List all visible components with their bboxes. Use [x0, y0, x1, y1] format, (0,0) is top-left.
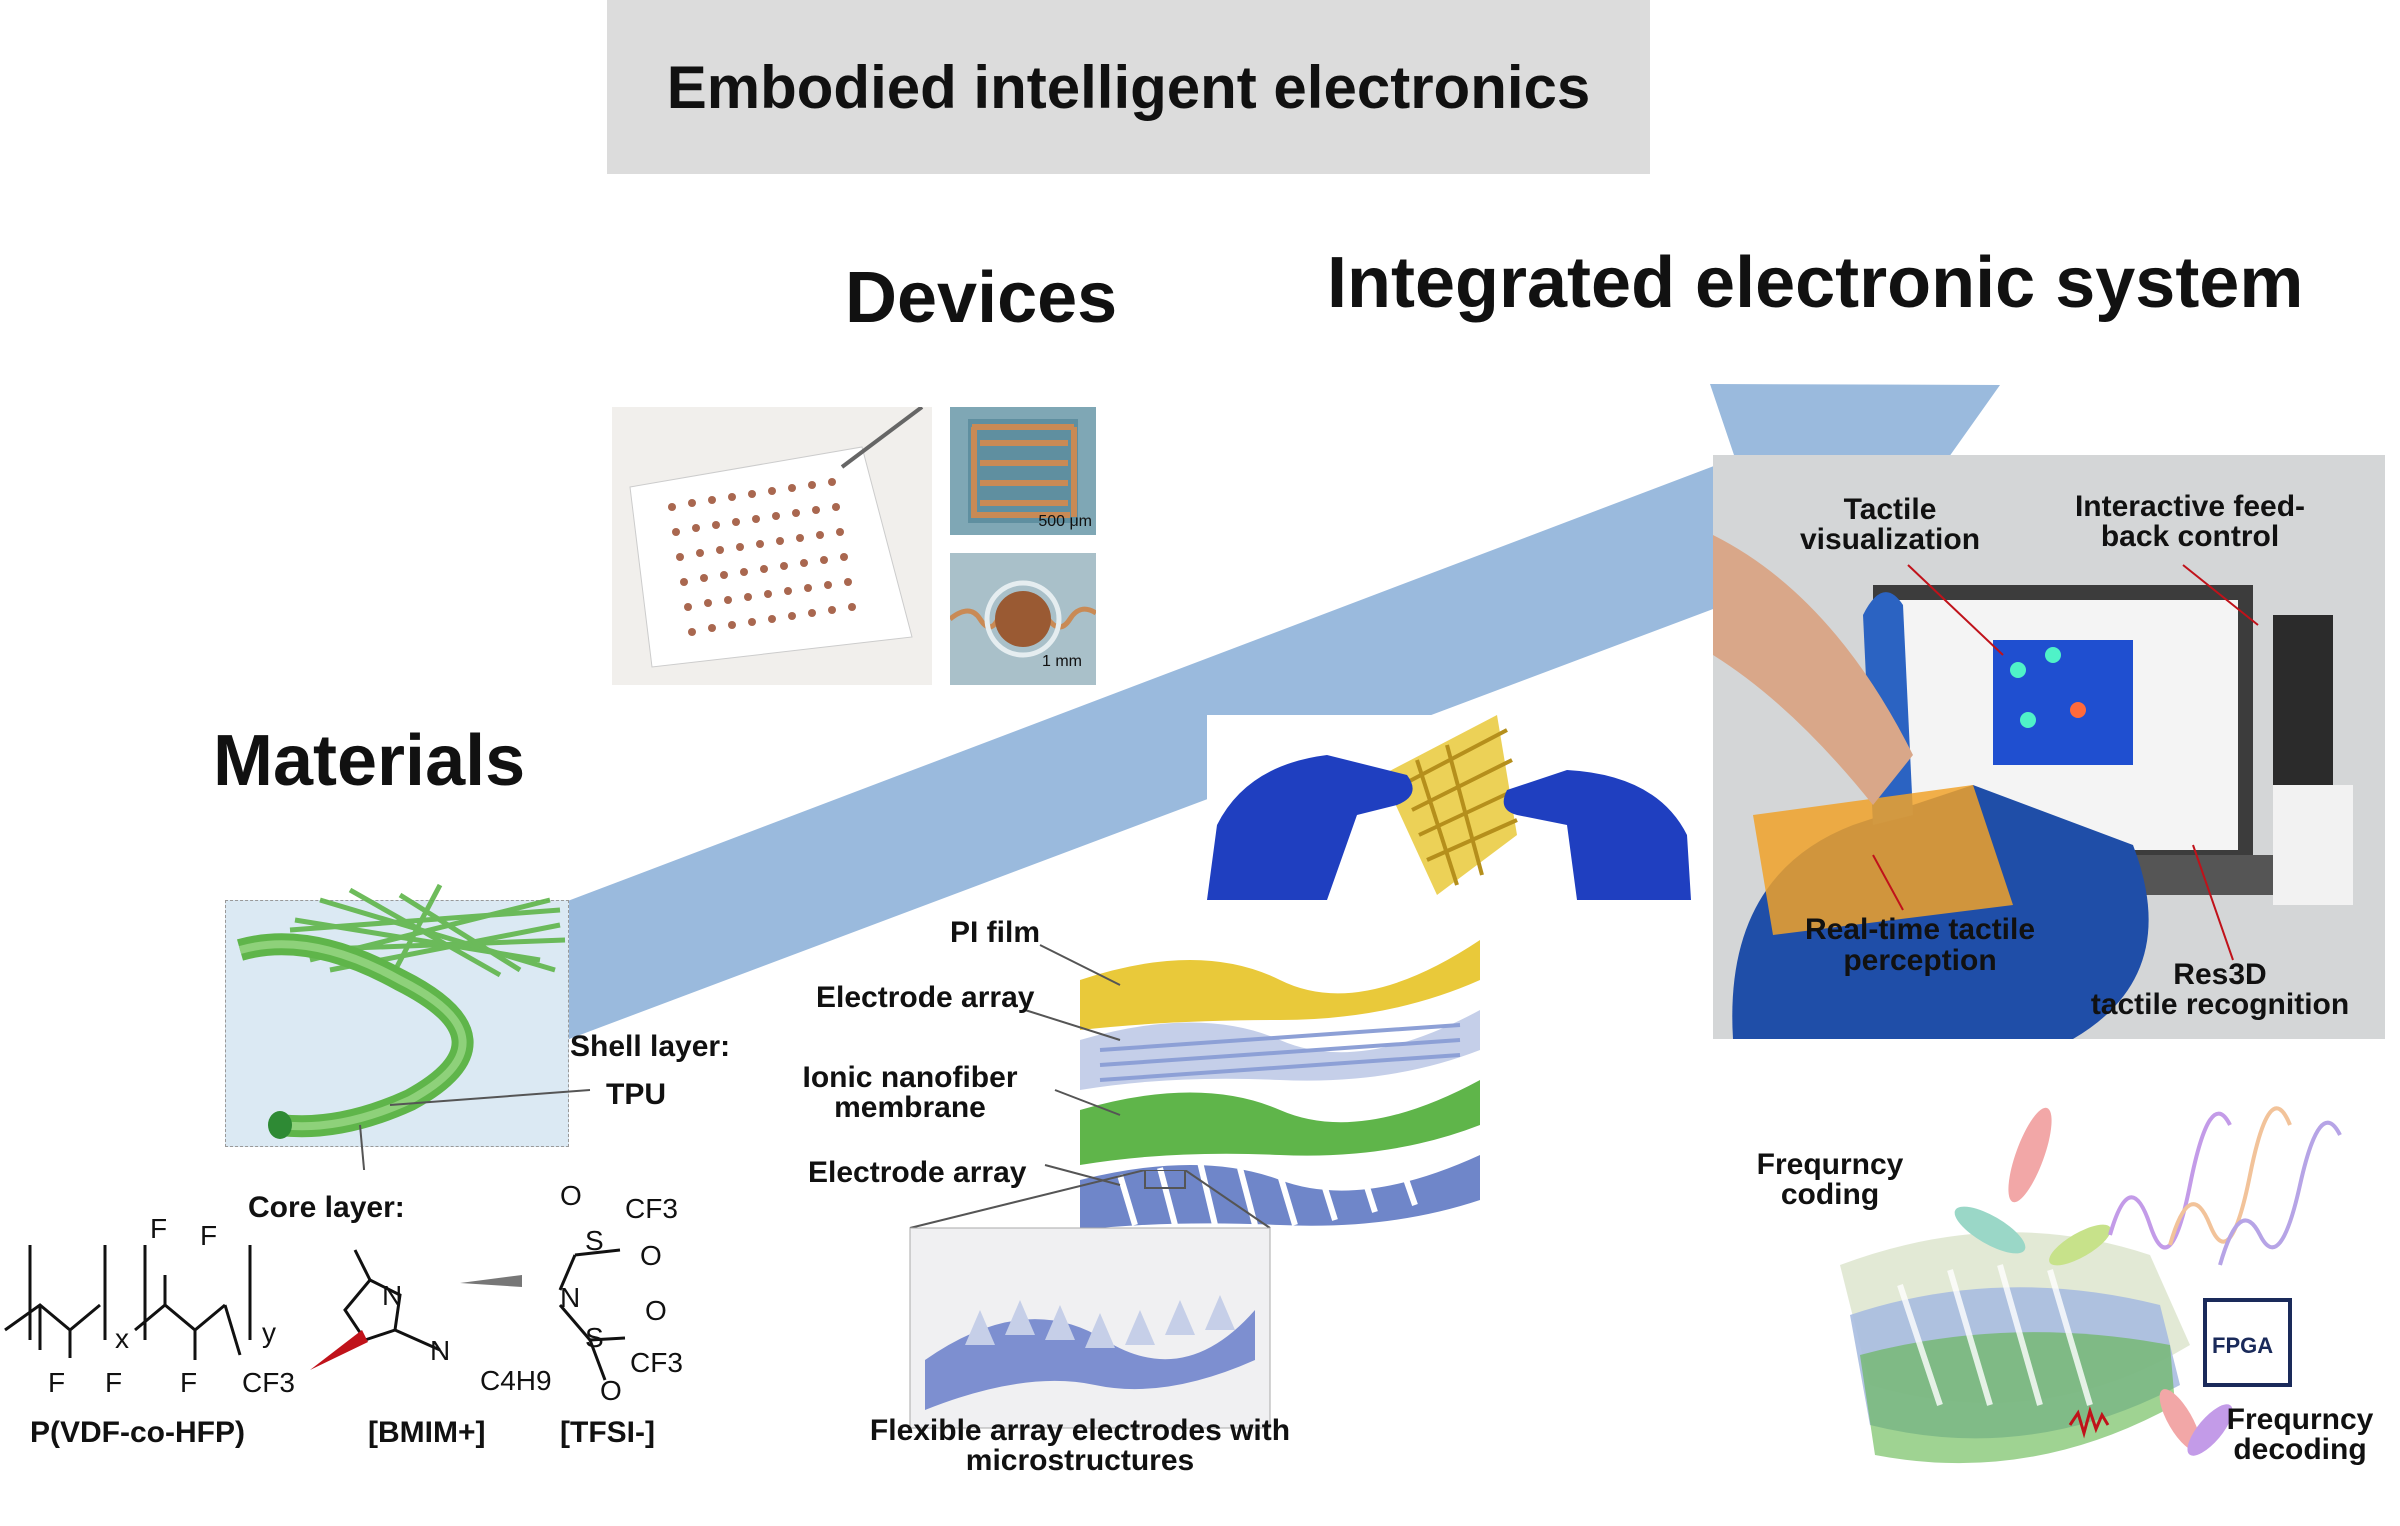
- chem-s2: S: [585, 1322, 604, 1353]
- shell-layer-label: Shell layer:: [570, 1030, 731, 1063]
- tactile-vis-line1: Tactile: [1843, 493, 1937, 526]
- feedback-line1: Interactive feed-: [2074, 490, 2306, 523]
- chem-f4: F: [105, 1367, 122, 1398]
- stage-system-heading: Integrated electronic system: [1327, 243, 2304, 323]
- system-demo-photo: [1713, 455, 2385, 1039]
- feedback-line2: back control: [2100, 520, 2280, 553]
- interdigitated-electrode-photo: 500 μm: [950, 407, 1096, 535]
- chem-f1: F: [150, 1213, 167, 1244]
- decoding-line1: Frequrncy: [2226, 1403, 2374, 1436]
- ionic-nanofiber-label: Ionic nanofiber membrane: [802, 1061, 1018, 1124]
- device-array-photo: [612, 407, 932, 685]
- chem-cf3-2: CF3: [625, 1193, 678, 1224]
- flexible-sensor-photo: [1207, 715, 1691, 900]
- electrode-caption-line2: microstructures: [965, 1444, 1195, 1477]
- stage-materials-heading: Materials: [213, 721, 526, 801]
- chem-o1: O: [560, 1180, 582, 1211]
- system-annotation-lines: [1872, 564, 2259, 961]
- circular-pad-photo: 1 mm: [950, 553, 1096, 685]
- main-title: Embodied intelligent electronics: [666, 53, 1591, 121]
- layer-stack-diagram: [1024, 940, 1480, 1230]
- chem-n1: N: [382, 1280, 402, 1311]
- decoding-line2: decoding: [2233, 1433, 2367, 1466]
- chemical-structures: F F x y F F F CF3 N N C4H9 N S S O O O O…: [4, 1180, 683, 1406]
- res3d-line2: tactile recognition: [2090, 988, 2350, 1021]
- chem-o4: O: [600, 1375, 622, 1406]
- microstructure-zoom: [909, 1170, 1271, 1429]
- electrode-array-bottom-label: Electrode array: [808, 1156, 1027, 1189]
- chem-o2: O: [640, 1240, 662, 1271]
- arrow-shape: [320, 384, 2000, 1115]
- electrode-array-top-layer: [1080, 1010, 1480, 1090]
- cation-label: [BMIM+]: [368, 1416, 486, 1449]
- core-layer-label: Core layer:: [248, 1191, 405, 1224]
- stage-devices-heading: Devices: [845, 258, 1118, 338]
- chem-cf3-1: CF3: [242, 1367, 295, 1398]
- title-banner: Embodied intelligent electronics: [607, 0, 1650, 174]
- chem-n2: N: [430, 1335, 450, 1366]
- chem-f3: F: [48, 1367, 65, 1398]
- anion-label: [TFSI-]: [560, 1416, 655, 1449]
- electrode-array-top-label: Electrode array: [816, 981, 1035, 1014]
- chem-x: x: [115, 1323, 129, 1354]
- electrode-array-bottom-layer: [1080, 1155, 1480, 1230]
- chem-cf3-3: CF3: [630, 1347, 683, 1378]
- shell-material-label: TPU: [606, 1078, 666, 1111]
- coding-line2: coding: [1780, 1178, 1880, 1211]
- chem-y: y: [262, 1317, 276, 1348]
- fpga-chip-label: FPGA: [2212, 1333, 2273, 1358]
- res3d-line1: Res3D: [2173, 958, 2267, 991]
- chem-o3: O: [645, 1295, 667, 1326]
- electrode-caption-line1: Flexible array electrodes with: [869, 1414, 1291, 1447]
- realtime-line1: Real-time tactile: [1804, 913, 2036, 946]
- tactile-vis-line2: visualization: [1799, 523, 1981, 556]
- ionic-nanofiber-layer: [1080, 1080, 1480, 1165]
- chem-f2: F: [200, 1220, 217, 1251]
- scale-bar-500um: 500 μm: [1038, 513, 1092, 530]
- realtime-line2: perception: [1843, 944, 1997, 977]
- chem-c4h9: C4H9: [480, 1365, 552, 1396]
- polymer-label: P(VDF-co-HFP): [30, 1416, 245, 1449]
- chem-s1: S: [585, 1225, 604, 1256]
- chem-f5: F: [180, 1367, 197, 1398]
- pi-film-layer: [1080, 940, 1480, 1030]
- scale-bar-1mm: 1 mm: [1042, 653, 1082, 670]
- core-shell-fiber-illustration: [236, 883, 591, 1170]
- coding-line1: Frequrncy: [1756, 1148, 1904, 1181]
- chem-n3: N: [560, 1282, 580, 1313]
- frequency-coding-diagram: FPGA: [1840, 1106, 2342, 1464]
- pi-film-label: PI film: [950, 916, 1041, 949]
